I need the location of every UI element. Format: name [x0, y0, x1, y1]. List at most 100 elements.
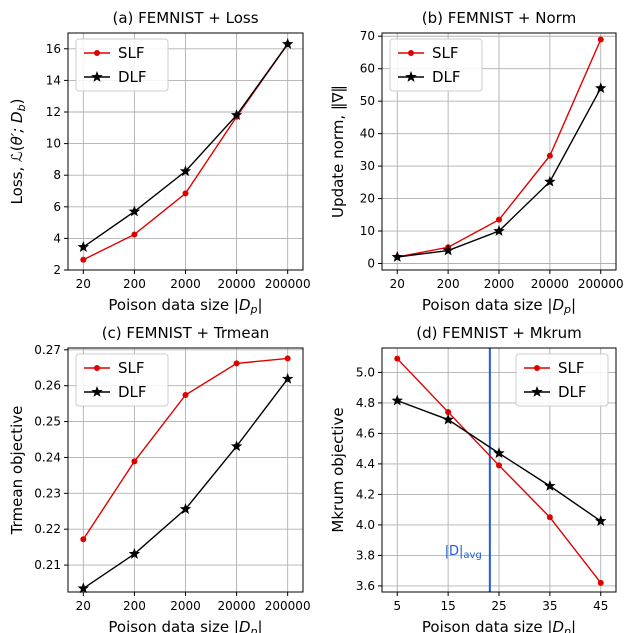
- y-tick-label: 3.6: [356, 579, 375, 593]
- x-tick-label: 2000: [484, 277, 515, 291]
- y-tick-label: 6: [53, 200, 61, 214]
- y-tick-label: 0.24: [34, 450, 61, 464]
- data-point: [496, 216, 502, 223]
- data-point: [128, 205, 141, 217]
- panel-b: 20 200 2000 20000 200000 0 10 20 30 40 50 60 70 (b) F…: [329, 9, 624, 316]
- ticks-d: 5 15 25 35 45 3.6 3.8 4.0 4.2 4.4 4.6 4.8 5.0: [356, 365, 608, 613]
- legend-marker: [408, 50, 414, 56]
- y-tick-label: 0.25: [34, 415, 61, 429]
- legend-entry-slf: SLF: [84, 359, 145, 377]
- data-point: [445, 409, 452, 416]
- legend-entry-dlf: DLF: [84, 68, 147, 86]
- x-tick-label: 200: [123, 599, 146, 613]
- legend-label: SLF: [118, 359, 145, 377]
- data-point: [595, 82, 607, 94]
- y-tick-label: 10: [46, 137, 61, 151]
- panel-title: (c) FEMNIST + Trmean: [102, 324, 270, 342]
- panel-a: 20 200 2000 20000 200000 2 4 6 8 10 12 14 16 (a) FEMN…: [8, 9, 311, 316]
- y-tick-label: 4.2: [356, 487, 375, 501]
- y-tick-label: 14: [46, 73, 61, 87]
- panel-title: (b) FEMNIST + Norm: [422, 9, 576, 27]
- legend-label: SLF: [432, 44, 459, 62]
- legend-label: DLF: [118, 383, 147, 401]
- x-tick-label: 200000: [578, 277, 624, 291]
- x-tick-label: 20: [76, 599, 91, 613]
- data-point: [544, 480, 556, 491]
- x-axis-label: Poison data size |Dp|: [422, 618, 576, 633]
- legend-label: DLF: [118, 68, 147, 86]
- legend-entry-dlf: DLF: [524, 383, 587, 401]
- plot-frame: [67, 347, 304, 593]
- x-tick-label: 200000: [265, 277, 311, 291]
- legend-a: SLF DLF: [75, 38, 169, 92]
- x-tick-label: 200: [123, 277, 146, 291]
- data-point: [597, 579, 604, 586]
- y-axis-label: Trmean objective: [8, 406, 26, 536]
- y-tick-label: 4: [53, 231, 61, 245]
- x-tick-label: 20000: [531, 277, 569, 291]
- legend-marker: [534, 365, 540, 371]
- y-tick-label: 3.8: [356, 548, 375, 562]
- panel-title: (a) FEMNIST + Loss: [112, 9, 258, 27]
- y-tick-label: 0.27: [34, 343, 61, 357]
- data-point: [394, 355, 401, 362]
- y-tick-label: 8: [53, 168, 61, 182]
- legend-marker: [405, 71, 417, 82]
- data-point: [77, 241, 90, 252]
- data-point: [179, 503, 192, 514]
- y-tick-label: 16: [46, 42, 61, 56]
- y-tick-label: 60: [360, 62, 375, 76]
- data-point: [128, 547, 141, 559]
- x-axis-label: Poison data size |Dp|: [422, 296, 576, 316]
- series-slf-d: [394, 355, 604, 586]
- legend-label: SLF: [118, 44, 145, 62]
- avg-vline-label: |D|avg: [445, 544, 482, 561]
- y-tick-label: 2: [53, 263, 61, 277]
- y-tick-label: 4.6: [356, 426, 375, 440]
- legend-entry-slf: SLF: [398, 44, 459, 62]
- y-axis-label: Update norm, ‖∇‖: [329, 85, 347, 218]
- y-tick-label: 20: [360, 192, 375, 206]
- legend-b: SLF DLF: [389, 38, 483, 92]
- legend-entry-slf: SLF: [84, 44, 145, 62]
- data-point: [493, 225, 505, 236]
- legend-label: DLF: [558, 383, 587, 401]
- data-point: [230, 109, 243, 121]
- legend-entry-dlf: DLF: [398, 68, 461, 86]
- ticks-a: 20 200 2000 20000 200000 2 4 6 8 10 12 14 16: [46, 42, 311, 291]
- x-tick-label: 20: [390, 277, 405, 291]
- x-tick-label: 25: [491, 599, 506, 613]
- data-point: [131, 231, 138, 238]
- data-point: [80, 256, 87, 263]
- y-tick-label: 0.22: [34, 522, 61, 536]
- data-point: [442, 413, 454, 425]
- ticks-b: 20 200 2000 20000 200000 0 10 20 30 40 50 60 70: [360, 29, 624, 291]
- data-point: [233, 360, 240, 367]
- legend-marker: [91, 71, 103, 82]
- series-dlf-a: [77, 38, 294, 252]
- data-point: [281, 372, 294, 384]
- data-point: [442, 244, 454, 256]
- legend-label: SLF: [558, 359, 585, 377]
- data-point: [546, 514, 553, 521]
- y-tick-label: 10: [360, 224, 375, 238]
- y-tick-label: 4.8: [356, 396, 375, 410]
- data-point: [493, 447, 505, 459]
- data-point: [179, 165, 192, 177]
- series-dlf-b: [391, 82, 607, 262]
- panel-d: 5 15 25 35 45 3.6 3.8 4.0 4.2 4.4 4.6 4.8 5.0 |D|avg (…: [329, 324, 617, 633]
- series-dlf-c: [77, 372, 294, 594]
- x-tick-label: 15: [440, 599, 455, 613]
- legend-marker: [531, 386, 543, 397]
- panel-c: 20 200 2000 20000 200000 0.21 0.22 0.23 0.24 0.25…: [8, 324, 311, 633]
- y-tick-label: 50: [360, 94, 375, 108]
- data-point: [80, 536, 87, 543]
- y-tick-label: 30: [360, 159, 375, 173]
- x-tick-label: 20000: [217, 599, 255, 613]
- data-point: [281, 38, 294, 49]
- legend-entry-slf: SLF: [524, 359, 585, 377]
- ticks-c: 20 200 2000 20000 200000 0.21 0.22 0.23 0.24 0.25…: [34, 343, 310, 613]
- legend-marker: [91, 386, 103, 397]
- y-axis-label: Mkrum objective: [329, 407, 347, 532]
